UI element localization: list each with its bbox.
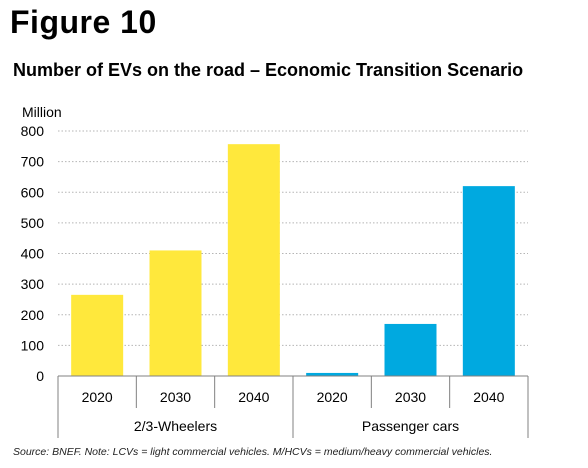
y-tick-label: 500	[21, 215, 45, 231]
y-tick-label: 100	[21, 337, 45, 353]
x-tick-label: 2030	[160, 389, 191, 405]
x-tick-label: 2020	[82, 389, 113, 405]
x-tick-label: 2030	[395, 389, 426, 405]
figure-label: Figure 10	[10, 4, 157, 40]
bar-passenger-cars-2030	[384, 323, 437, 376]
x-group-label: Passenger cars	[362, 418, 459, 434]
bars	[71, 144, 515, 376]
y-tick-label: 200	[21, 307, 45, 323]
chart-title: Number of EVs on the road – Economic Tra…	[13, 60, 524, 80]
bar-passenger-cars-2020	[306, 372, 359, 376]
y-tick-label: 0	[36, 368, 44, 384]
y-tick-label: 300	[21, 276, 45, 292]
bar-2-3-wheelers-2030	[149, 250, 202, 376]
y-tick-label: 600	[21, 184, 45, 200]
bar-passenger-cars-2040	[462, 186, 515, 376]
y-axis-ticks: 0 100 200 300 400 500 600 700 800	[21, 123, 45, 384]
x-group-label: 2/3-Wheelers	[134, 418, 217, 434]
y-tick-label: 700	[21, 154, 45, 170]
x-tick-label: 2040	[473, 389, 504, 405]
x-tick-label: 2040	[238, 389, 269, 405]
x-tick-label: 2020	[317, 389, 348, 405]
gridlines	[58, 130, 528, 346]
y-tick-label: 800	[21, 123, 45, 139]
x-axis: 2020 2030 2040 2/3-Wheelers 2020 2030 2040 Pass…	[57, 375, 529, 438]
bar-2-3-wheelers-2020	[71, 294, 124, 376]
y-tick-label: 400	[21, 246, 45, 262]
source-note: Source: BNEF. Note: LCVs = light commerc…	[13, 446, 493, 458]
y-axis-label: Million	[22, 104, 62, 120]
bar-2-3-wheelers-2040	[227, 144, 280, 376]
